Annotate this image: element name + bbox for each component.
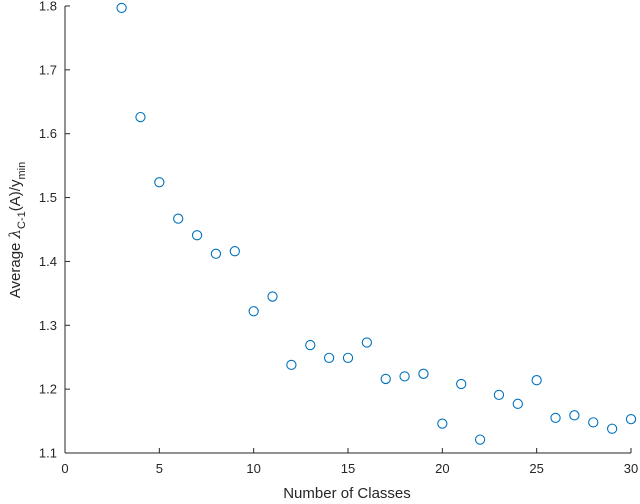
y-axis-label-sub: C-1 (16, 211, 28, 229)
y-tick-label: 1.7 (39, 62, 57, 77)
data-point (361, 337, 373, 348)
x-tick-label: 10 (246, 461, 260, 476)
x-tick-label: 20 (435, 461, 449, 476)
data-point (210, 248, 222, 259)
data-point (135, 111, 146, 123)
axes (64, 6, 631, 454)
y-axis-label-prefix: Average (7, 238, 24, 298)
x-tick-label: 0 (61, 461, 68, 476)
data-point (437, 418, 448, 429)
data-point (569, 410, 580, 421)
data-point (531, 375, 542, 386)
data-point (493, 389, 505, 401)
data-point (229, 246, 240, 257)
data-point (380, 373, 391, 385)
y-tick-label: 1.4 (39, 254, 57, 269)
data-point (173, 213, 184, 224)
y-axis-label-mid: (A)/y (7, 179, 24, 211)
data-point (286, 359, 297, 371)
data-point (418, 368, 429, 379)
data-points (116, 2, 637, 445)
data-point (456, 378, 467, 390)
y-axis-label: Average λC-1(A)/ymin (6, 162, 28, 298)
data-point (399, 371, 410, 382)
data-point (512, 398, 523, 409)
data-point (191, 230, 203, 241)
y-tick-label: 1.6 (39, 126, 57, 141)
data-point (248, 306, 259, 317)
y-axis-label-symbol: λ (6, 229, 24, 240)
data-point (625, 414, 637, 425)
x-tick-label: 25 (529, 461, 543, 476)
data-point (154, 177, 165, 188)
data-point (342, 352, 354, 364)
data-point (116, 2, 127, 14)
ticks: 0 5 10 15 20 25 30 1.1 1.2 1.3 1.4 1.5 1.6 1.7 1.8 (39, 0, 638, 476)
x-tick-label: 5 (156, 461, 163, 476)
y-tick-label: 1.5 (39, 190, 57, 205)
data-point (305, 339, 316, 351)
data-point (474, 434, 486, 445)
data-point (323, 352, 335, 364)
x-axis-label: Number of Classes (283, 485, 411, 502)
y-tick-label: 1.1 (39, 446, 57, 461)
x-tick-label: 30 (624, 461, 638, 476)
y-axis-label-sub2: min (16, 162, 28, 180)
y-tick-label: 1.3 (39, 318, 57, 333)
y-tick-label: 1.8 (39, 0, 57, 14)
x-tick-label: 15 (341, 461, 355, 476)
data-point (267, 291, 278, 302)
data-point (606, 423, 618, 434)
y-tick-label: 1.2 (39, 382, 57, 397)
data-point (550, 412, 561, 424)
data-point (588, 417, 599, 428)
